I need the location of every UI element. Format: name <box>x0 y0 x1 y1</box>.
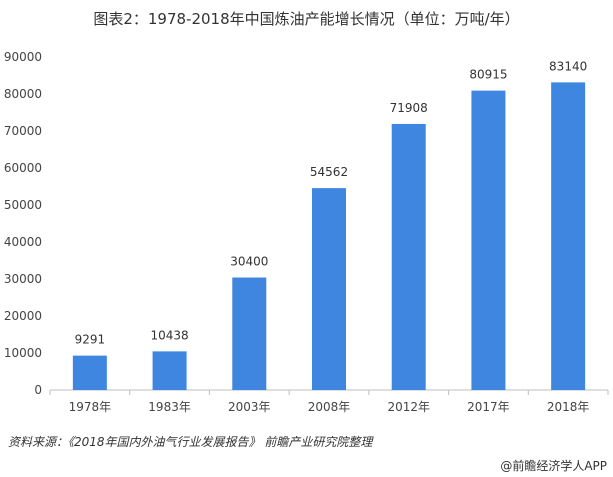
data-label: 71908 <box>390 101 428 115</box>
bar <box>471 90 506 390</box>
source-note: 资料来源：《2018年国内外油气行业发展报告》 前瞻产业研究院整理 <box>8 435 373 449</box>
chart-title: 图表2：1978-2018年中国炼油产能增长情况（单位：万吨/年） <box>93 10 520 28</box>
x-tick-label: 2018年 <box>547 400 590 414</box>
bar <box>551 82 586 390</box>
x-tick-label: 2017年 <box>467 400 510 414</box>
y-tick-label: 60000 <box>4 161 42 175</box>
bar <box>232 277 267 390</box>
y-axis: 0 10000 20000 30000 40000 50000 60000 70000 8000… <box>4 50 42 397</box>
x-tick-label: 2003年 <box>228 400 271 414</box>
bar <box>312 188 346 390</box>
y-tick-label: 40000 <box>4 235 42 249</box>
x-tick-label: 2008年 <box>308 400 351 414</box>
data-label: 10438 <box>150 328 188 342</box>
y-tick-label: 50000 <box>4 198 42 212</box>
x-tick-label: 2012年 <box>387 400 430 414</box>
data-label: 83140 <box>549 59 587 73</box>
data-label: 54562 <box>310 165 348 179</box>
y-tick-label: 70000 <box>4 124 42 138</box>
y-tick-label: 80000 <box>4 87 42 101</box>
data-label: 30400 <box>230 255 268 269</box>
y-tick-label: 30000 <box>4 272 42 286</box>
bar <box>72 355 107 390</box>
y-tick-label: 0 <box>34 383 42 397</box>
y-tick-label: 90000 <box>4 50 42 64</box>
data-labels: 9291 10438 30400 54562 71908 80915 83140 <box>75 59 588 346</box>
x-tick-label: 1983年 <box>148 400 191 414</box>
y-tick-label: 20000 <box>4 309 42 323</box>
data-label: 9291 <box>75 333 106 347</box>
data-label: 80915 <box>469 68 507 82</box>
brand-credit: @前瞻经济学人APP <box>500 459 607 473</box>
x-axis: 1978年 1983年 2003年 2008年 2012年 2017年 2018年 <box>49 389 609 414</box>
x-tick-label: 1978年 <box>69 400 112 414</box>
bar <box>391 123 426 390</box>
bar <box>152 351 187 390</box>
bars <box>72 82 586 390</box>
y-tick-label: 10000 <box>4 346 42 360</box>
